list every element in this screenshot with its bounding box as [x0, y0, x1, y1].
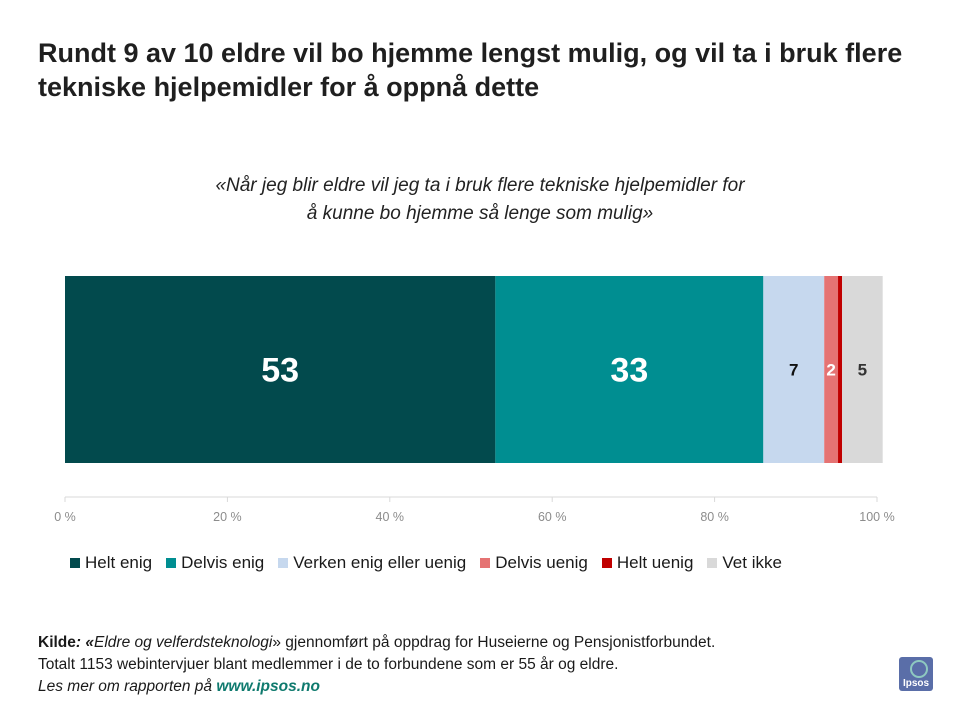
logo-text: Ipsos [902, 678, 930, 689]
legend-item: Delvis enig [166, 553, 264, 573]
data-label: 53 [261, 352, 299, 390]
legend-swatch [707, 558, 718, 568]
bar-segment [763, 276, 825, 463]
data-label: 5 [858, 361, 867, 380]
legend-label: Vet ikke [722, 553, 782, 572]
legend-item: Vet ikke [707, 553, 782, 573]
ipsos-logo: Ipsos [899, 657, 933, 691]
x-tick-label: 40 % [376, 510, 405, 524]
chart-legend: Helt enig Delvis enig Verken enig eller ue… [70, 553, 796, 573]
legend-swatch [601, 558, 612, 568]
legend-swatch [70, 558, 80, 568]
legend-item: Delvis uenig [480, 553, 588, 573]
legend-label: Helt uenig [616, 553, 694, 572]
page-title: Rundt 9 av 10 eldre vil bo hjemme lengst… [38, 38, 903, 102]
legend-swatch [278, 558, 289, 568]
legend-item: Verken enig eller uenig [278, 553, 466, 573]
legend-item: Helt enig [70, 553, 152, 573]
read-more-text: Les mer om rapporten på [38, 678, 217, 695]
bar-segment [495, 276, 764, 463]
data-label: 2 [826, 361, 835, 380]
data-label: 33 [610, 352, 648, 390]
legend-swatch [480, 558, 491, 568]
subtitle-line-2: å kunne bo hjemme så lenge som mulig» [306, 203, 654, 224]
legend-label: Verken enig eller uenig [293, 553, 467, 572]
source-title: Eldre og velferdsteknologi [94, 634, 273, 651]
legend-label: Delvis enig [181, 553, 265, 572]
bar-segment [838, 276, 843, 463]
bar-segment [65, 276, 496, 463]
source-rest: » gjennomført på oppdrag for Huseierne o… [272, 634, 716, 651]
logo-ring-icon [910, 660, 928, 678]
legend-item: Helt uenig [601, 553, 694, 573]
legend-swatch [166, 558, 177, 568]
source-separator: : « [75, 634, 94, 651]
source-label: Kilde [38, 634, 76, 651]
subtitle-line-1: «Når jeg blir eldre vil jeg ta i bruk fl… [215, 175, 745, 196]
legend-label: Delvis uenig [495, 553, 588, 572]
x-tick-label: 100 % [859, 510, 894, 524]
x-tick-label: 80 % [700, 510, 729, 524]
x-tick-label: 60 % [538, 510, 567, 524]
footer-line-3: Les mer om rapporten på www.ipsos.no [38, 676, 878, 698]
footer-source: Kilde: «Eldre og velferdsteknologi» gjen… [38, 632, 878, 698]
data-label: 7 [789, 361, 798, 380]
ipsos-link[interactable]: www.ipsos.no [216, 678, 320, 695]
x-tick-label: 0 % [54, 510, 76, 524]
x-tick-label: 20 % [213, 510, 242, 524]
chart-subtitle: «Når jeg blir eldre vil jeg ta i bruk fl… [120, 172, 840, 228]
bar-segment [842, 276, 883, 463]
legend-label: Helt enig [85, 553, 153, 572]
footer-line-1: Kilde: «Eldre og velferdsteknologi» gjen… [38, 632, 878, 654]
bar-segment [824, 276, 839, 463]
footer-line-2: Totalt 1153 webintervjuer blant medlemme… [38, 656, 619, 673]
